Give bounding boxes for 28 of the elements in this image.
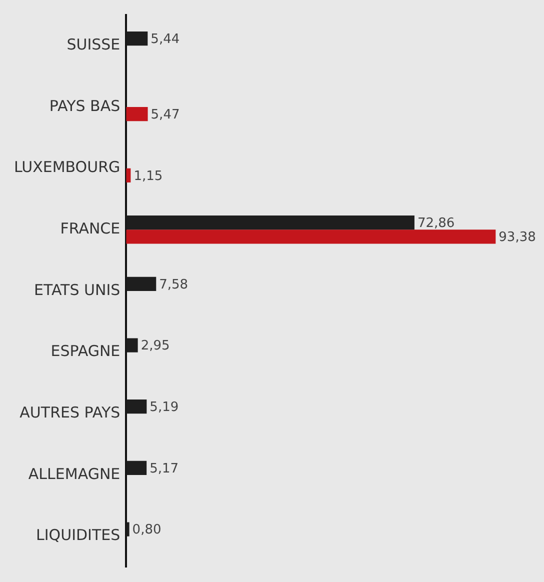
- bar: [126, 400, 147, 414]
- data-label: 2,95: [140, 338, 170, 354]
- data-label: 93,38: [498, 230, 536, 246]
- y-tick-label: SUISSE: [66, 36, 120, 54]
- data-label: 5,17: [150, 461, 179, 476]
- data-label: 5,19: [150, 400, 179, 415]
- y-tick-label: AUTRES PAYS: [20, 404, 120, 422]
- y-tick-label: ESPAGNE: [50, 342, 120, 360]
- bar: [126, 460, 147, 475]
- bar: [126, 276, 156, 291]
- bar: [126, 32, 148, 46]
- y-tick-label: ALLEMAGNE: [28, 464, 120, 483]
- data-label: 1,15: [134, 168, 163, 184]
- y-tick-label: ETATS UNIS: [34, 280, 120, 299]
- data-label: 5,47: [150, 107, 180, 122]
- data-label: 0,80: [132, 522, 162, 538]
- y-tick-label: FRANCE: [60, 220, 120, 238]
- y-tick-label: LIQUIDITES: [36, 526, 120, 544]
- bar: [126, 216, 414, 230]
- data-label: 72,86: [417, 216, 455, 231]
- data-label: 7,58: [159, 277, 188, 292]
- bar: [126, 338, 138, 352]
- y-tick-label: PAYS BAS: [49, 96, 120, 115]
- y-tick-label: LUXEMBOURG: [14, 158, 120, 176]
- bar: [126, 522, 130, 536]
- bar: [126, 230, 496, 244]
- data-label: 5,44: [150, 32, 180, 47]
- bar: [126, 107, 148, 122]
